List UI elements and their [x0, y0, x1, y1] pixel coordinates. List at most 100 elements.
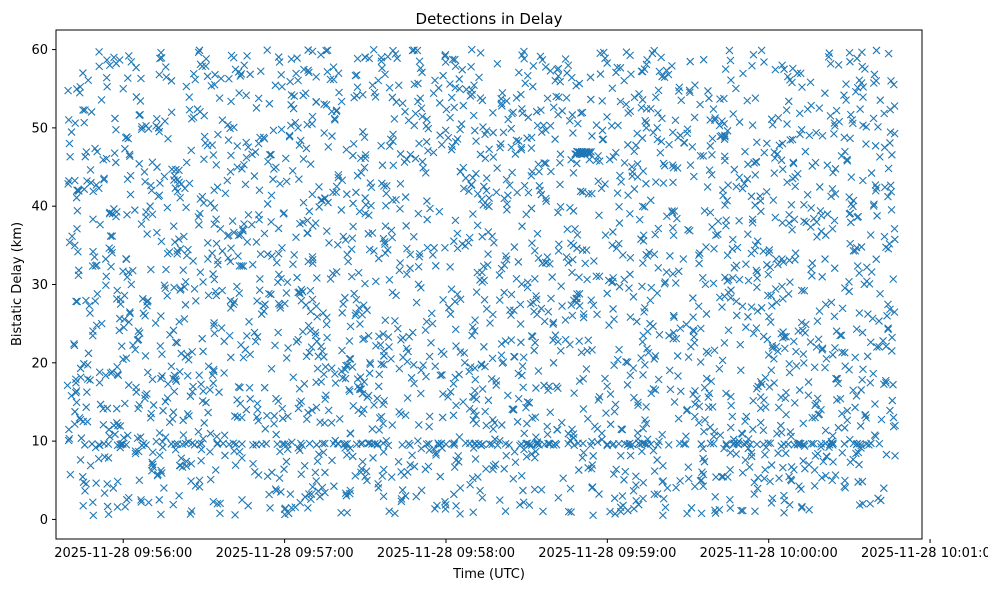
detection-point	[615, 219, 624, 227]
detection-point	[847, 200, 856, 208]
detection-point	[312, 72, 321, 81]
detection-point	[271, 81, 280, 90]
detection-point	[549, 358, 558, 367]
detection-point	[177, 454, 186, 463]
detection-point	[821, 300, 830, 309]
detection-point	[235, 262, 244, 270]
detection-point	[175, 166, 183, 175]
detection-point	[588, 483, 596, 492]
detection-point	[322, 320, 331, 329]
detection-point	[822, 354, 831, 363]
detection-point	[614, 121, 622, 130]
detection-point	[682, 432, 690, 441]
detection-point	[696, 358, 705, 366]
detection-point	[659, 511, 667, 520]
detection-point	[497, 421, 506, 429]
detection-point	[529, 298, 538, 307]
detection-point	[300, 379, 309, 388]
detection-point	[329, 188, 337, 197]
detection-point	[73, 186, 81, 195]
detection-point	[639, 167, 648, 175]
detection-point	[653, 490, 662, 498]
detection-point	[250, 467, 259, 476]
detection-point	[804, 391, 813, 400]
detection-point	[871, 432, 880, 441]
detection-point	[96, 400, 105, 409]
detection-point	[342, 361, 350, 370]
detection-point	[514, 68, 523, 77]
detection-point	[127, 57, 136, 66]
detection-point	[396, 150, 405, 158]
detection-point	[149, 463, 158, 471]
detection-point	[489, 128, 498, 137]
detection-point	[92, 479, 101, 487]
detection-point	[83, 417, 92, 426]
detection-point	[352, 91, 361, 100]
detection-point	[773, 347, 782, 356]
detection-point	[557, 282, 566, 291]
detection-point	[501, 337, 510, 346]
detection-point	[770, 379, 779, 387]
detection-point	[248, 150, 256, 159]
detection-point	[227, 97, 235, 106]
detection-point	[626, 209, 634, 218]
detection-point	[311, 219, 320, 227]
detection-point	[589, 511, 597, 520]
detection-point	[199, 434, 207, 443]
detection-point	[549, 336, 558, 345]
detection-point	[477, 360, 486, 369]
detection-point	[191, 297, 200, 305]
detection-point	[815, 410, 824, 418]
detection-point	[757, 303, 766, 312]
detection-point	[671, 279, 680, 287]
detection-point	[713, 230, 722, 239]
detection-point	[883, 192, 892, 201]
detection-point	[211, 466, 220, 474]
detection-point	[95, 62, 104, 71]
detection-point	[265, 150, 274, 159]
detection-point	[709, 105, 718, 114]
detection-point	[425, 412, 434, 421]
detection-point	[71, 375, 80, 384]
detection-point	[859, 365, 867, 374]
detection-point	[801, 320, 810, 329]
detection-point	[828, 431, 837, 440]
detection-point	[588, 461, 597, 469]
detection-point	[365, 369, 374, 378]
detection-point	[63, 381, 72, 390]
detection-point	[253, 332, 262, 341]
detection-point	[243, 51, 251, 60]
detection-point	[668, 223, 677, 232]
detection-point	[316, 492, 324, 501]
detection-point	[389, 130, 397, 139]
detection-point	[198, 192, 207, 201]
detection-point	[676, 324, 685, 333]
detection-point	[790, 399, 799, 407]
detection-point	[780, 344, 789, 353]
detection-point	[268, 252, 276, 260]
detection-point	[620, 76, 629, 85]
detection-point	[708, 150, 716, 159]
detection-point	[639, 478, 648, 487]
detection-point	[711, 506, 719, 515]
detection-point	[649, 446, 658, 455]
detection-point	[155, 451, 164, 460]
detection-point	[148, 158, 157, 167]
detection-point	[116, 440, 125, 449]
detection-point	[160, 172, 169, 181]
detection-point	[476, 48, 485, 57]
detection-point	[828, 224, 837, 233]
detection-point	[354, 406, 363, 415]
detection-point	[655, 67, 664, 76]
detection-point	[84, 76, 93, 85]
detection-point	[428, 250, 437, 259]
detection-point	[130, 206, 139, 214]
detection-point	[342, 491, 351, 500]
detection-point	[436, 131, 445, 140]
detection-point	[226, 124, 234, 133]
detection-point	[468, 173, 477, 182]
detection-point	[663, 484, 672, 492]
detection-point	[256, 250, 265, 259]
detection-point	[488, 440, 497, 449]
detection-point	[858, 375, 867, 384]
